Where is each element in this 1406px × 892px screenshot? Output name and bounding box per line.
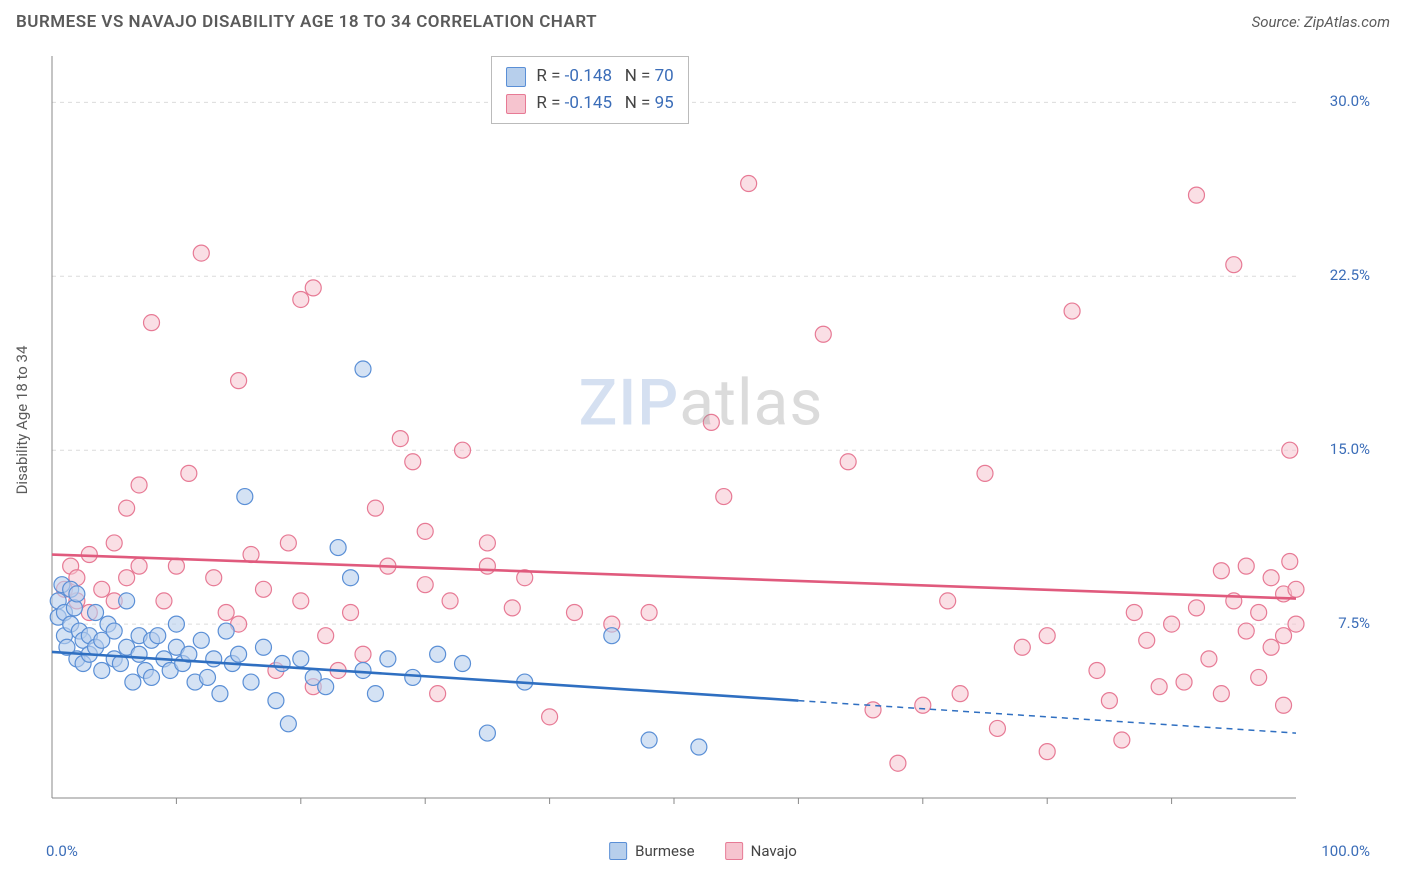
y-tick-label: 7.5% (1338, 614, 1370, 632)
correlation-legend-box: R = -0.148 N = 70R = -0.145 N = 95 (491, 56, 688, 124)
correlation-legend-row: R = -0.145 N = 95 (506, 90, 673, 117)
y-axis-label: Disability Age 18 to 34 (13, 346, 31, 495)
legend-label: Navajo (751, 842, 797, 860)
chart-plot-area: R = -0.148 N = 70R = -0.145 N = 95 ZIPat… (46, 50, 1356, 818)
correlation-legend-row: R = -0.148 N = 70 (506, 63, 673, 90)
legend-item: Navajo (725, 842, 797, 860)
x-axis-max-label: 100.0% (1321, 842, 1370, 860)
chart-title: BURMESE VS NAVAJO DISABILITY AGE 18 TO 3… (16, 12, 597, 32)
legend-swatch (725, 842, 743, 860)
chart-source: Source: ZipAtlas.com (1252, 13, 1390, 31)
y-tick-label: 22.5% (1330, 266, 1370, 284)
legend-stats: R = -0.145 N = 95 (536, 90, 673, 117)
legend-item: Burmese (609, 842, 695, 860)
legend-label: Burmese (635, 842, 695, 860)
legend-stats: R = -0.148 N = 70 (536, 63, 673, 90)
y-tick-label: 30.0% (1330, 92, 1370, 110)
y-tick-label: 15.0% (1330, 440, 1370, 458)
legend-swatch (609, 842, 627, 860)
scatter-svg (46, 50, 1356, 818)
x-axis-min-label: 0.0% (46, 842, 78, 860)
chart-header: BURMESE VS NAVAJO DISABILITY AGE 18 TO 3… (16, 12, 1390, 32)
legend-swatch (506, 67, 526, 87)
series-legend: Burmese Navajo (609, 842, 797, 860)
legend-swatch (506, 94, 526, 114)
